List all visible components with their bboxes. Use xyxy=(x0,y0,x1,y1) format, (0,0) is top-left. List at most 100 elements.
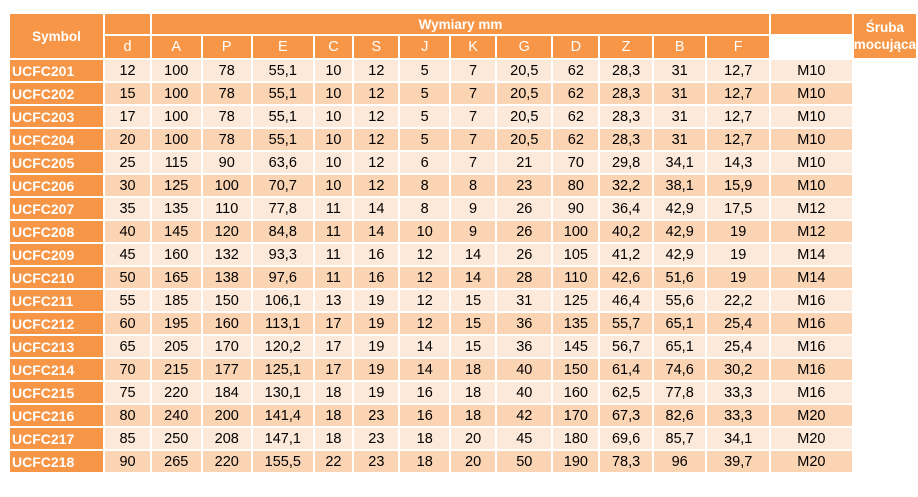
dimension-cell: 18 xyxy=(400,451,450,472)
dimension-cell: 62 xyxy=(553,106,599,127)
column-header: d xyxy=(105,36,151,58)
column-header: J xyxy=(400,36,450,58)
column-header: B xyxy=(653,36,706,58)
table-row: UCFC206 30 125 100 70,7 10 12 8 8 23 80 32,2 38,1 15,… xyxy=(10,175,916,196)
table-row: UCFC214 70 215 177 125,1 17 19 14 18 40 150 61,4 74,… xyxy=(10,359,916,380)
dimension-cell: 42,9 xyxy=(653,198,706,219)
dimension-cell: 26 xyxy=(497,221,552,242)
dimension-cell: 39,7 xyxy=(707,451,769,472)
dimension-cell: 55,1 xyxy=(252,106,313,127)
dimension-cell: 265 xyxy=(152,451,201,472)
dimension-cell: 28,3 xyxy=(600,106,652,127)
dimension-cell: 33,3 xyxy=(707,405,769,426)
dimension-cell: 215 xyxy=(152,359,201,380)
dimension-cell: 70,7 xyxy=(252,175,313,196)
bolt-cell: M16 xyxy=(770,382,852,403)
dimension-cell: 8 xyxy=(451,175,496,196)
row-symbol: UCFC210 xyxy=(10,267,104,288)
row-symbol: UCFC209 xyxy=(10,244,104,265)
dimension-cell: 20 xyxy=(451,428,496,449)
dimension-cell: 7 xyxy=(451,83,496,104)
dimension-cell: 62 xyxy=(553,83,599,104)
dimension-cell: 20,5 xyxy=(497,83,552,104)
dimension-cell: 12 xyxy=(400,244,450,265)
dimension-cell: 12,7 xyxy=(707,83,769,104)
dimension-cell: 80 xyxy=(105,405,151,426)
dimension-cell: 141,4 xyxy=(252,405,313,426)
dimension-cell: 8 xyxy=(400,198,450,219)
dimension-cell: 84,8 xyxy=(252,221,313,242)
dimension-cell: 33,3 xyxy=(707,382,769,403)
dimension-cell: 130,1 xyxy=(252,382,313,403)
dimension-cell: 14 xyxy=(354,221,399,242)
dimension-cell: 170 xyxy=(553,405,599,426)
dimension-cell: 10 xyxy=(400,221,450,242)
column-header: P xyxy=(202,36,251,58)
dimension-cell: 17 xyxy=(314,313,353,334)
dimension-cell: 17,5 xyxy=(707,198,769,219)
row-symbol: UCFC217 xyxy=(10,428,104,449)
dimension-cell: 8 xyxy=(400,175,450,196)
dimension-cell: 40 xyxy=(497,382,552,403)
table-row: UCFC216 80 240 200 141,4 18 23 16 18 42 170 67,3 82,… xyxy=(10,405,916,426)
dimension-cell: 78 xyxy=(202,60,251,81)
table-row: UCFC201 12 100 78 55,1 10 12 5 7 20,5 62 28,3 31 12,7… xyxy=(10,60,916,81)
dimension-cell: 132 xyxy=(202,244,251,265)
table-row: UCFC202 15 100 78 55,1 10 12 5 7 20,5 62 28,3 31 12,7… xyxy=(10,83,916,104)
table-row: UCFC217 85 250 208 147,1 18 23 18 20 45 180 69,6 85,… xyxy=(10,428,916,449)
dimension-cell: 56,7 xyxy=(600,336,652,357)
dimension-cell: 30 xyxy=(105,175,151,196)
table-row: UCFC211 55 185 150 106,1 13 19 12 15 31 125 46,4 55,… xyxy=(10,290,916,311)
dimension-cell: 40,2 xyxy=(600,221,652,242)
bolt-cell: M16 xyxy=(770,313,852,334)
dimension-cell: 208 xyxy=(202,428,251,449)
dimension-cell: 7 xyxy=(451,152,496,173)
dimension-cell: 15 xyxy=(451,336,496,357)
dimension-cell: 55,1 xyxy=(252,129,313,150)
dimension-cell: 12 xyxy=(400,290,450,311)
dimension-cell: 220 xyxy=(152,382,201,403)
dimension-cell: 21 xyxy=(497,152,552,173)
dimension-cell: 20 xyxy=(451,451,496,472)
dimension-cell: 160 xyxy=(202,313,251,334)
dimension-cell: 29,8 xyxy=(600,152,652,173)
dimension-cell: 16 xyxy=(400,405,450,426)
dimension-cell: 22 xyxy=(314,451,353,472)
dimension-cell: 34,1 xyxy=(653,152,706,173)
dimension-cell: 40 xyxy=(105,221,151,242)
column-header: C xyxy=(314,36,353,58)
dimension-cell: 78 xyxy=(202,129,251,150)
dimension-cell: 25,4 xyxy=(707,313,769,334)
bolt-cell: M14 xyxy=(770,267,852,288)
dimension-cell: 12 xyxy=(354,60,399,81)
dimension-cell: 100 xyxy=(152,60,201,81)
dimension-cell: 61,4 xyxy=(600,359,652,380)
dimension-cell: 65,1 xyxy=(653,313,706,334)
table-row: UCFC205 25 115 90 63,6 10 12 6 7 21 70 29,8 34,1 14,3… xyxy=(10,152,916,173)
dimension-cell: 51,6 xyxy=(653,267,706,288)
dimension-cell: 7 xyxy=(451,60,496,81)
dimension-cell: 70 xyxy=(105,359,151,380)
dimension-cell: 77,8 xyxy=(653,382,706,403)
dimension-cell: 35 xyxy=(105,198,151,219)
dimension-cell: 36,4 xyxy=(600,198,652,219)
dimension-cell: 16 xyxy=(354,244,399,265)
dimension-cell: 55,7 xyxy=(600,313,652,334)
dimension-cell: 19 xyxy=(354,336,399,357)
dimension-cell: 145 xyxy=(152,221,201,242)
table-row: UCFC209 45 160 132 93,3 11 16 12 14 26 105 41,2 42,9… xyxy=(10,244,916,265)
dimension-cell: 31 xyxy=(497,290,552,311)
dimension-cell: 10 xyxy=(314,83,353,104)
dimension-cell: 85 xyxy=(105,428,151,449)
row-symbol: UCFC206 xyxy=(10,175,104,196)
dimension-cell: 5 xyxy=(400,60,450,81)
dimension-cell: 17 xyxy=(105,106,151,127)
dimension-cell: 17 xyxy=(314,359,353,380)
dimension-cell: 12,7 xyxy=(707,106,769,127)
dimension-cell: 120 xyxy=(202,221,251,242)
dimension-cell: 115 xyxy=(152,152,201,173)
dimension-cell: 180 xyxy=(553,428,599,449)
dimension-cell: 31 xyxy=(653,129,706,150)
dimension-cell: 42,9 xyxy=(653,244,706,265)
